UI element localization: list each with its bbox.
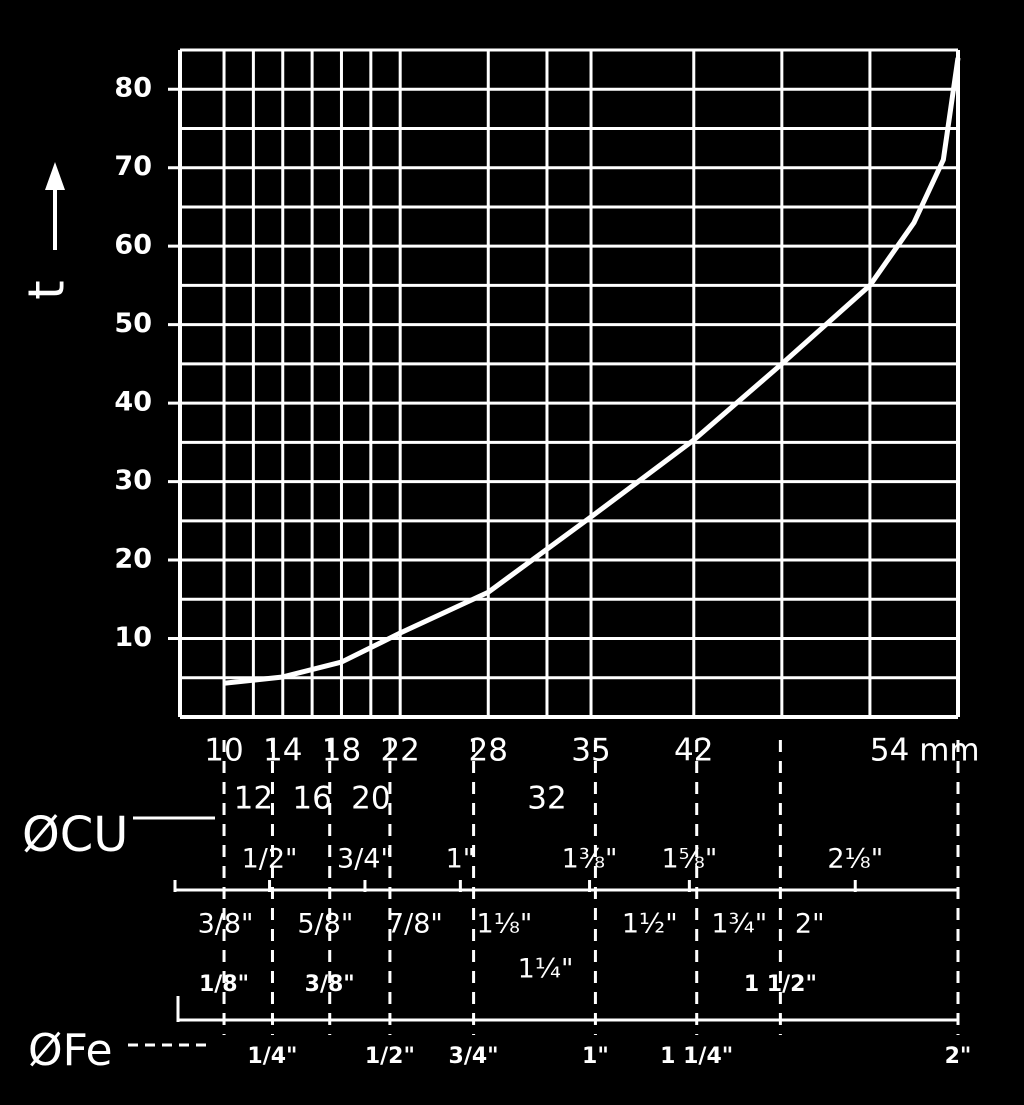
cu-inch-label: 1⅜" — [562, 844, 618, 875]
cu-inch-label: 1/2" — [242, 844, 298, 875]
x-tick-label: 18 — [322, 733, 361, 769]
x-tick-label: 22 — [380, 733, 419, 769]
cu-inch-label: 2⅛" — [827, 844, 883, 875]
x-tick-label: 16 — [292, 781, 331, 817]
y-tick-label: 20 — [114, 544, 152, 575]
y-tick-label: 10 — [114, 622, 152, 653]
y-tick-label: 80 — [114, 73, 152, 104]
curve — [223, 57, 961, 686]
fe-label: 1 1/4" — [660, 1044, 733, 1069]
x-tick-label: 20 — [351, 781, 390, 817]
fe-label: 1/2" — [365, 1044, 415, 1069]
cu-inch-label: 7/8" — [387, 909, 443, 940]
y-axis-label: t — [18, 280, 76, 300]
y-tick-label: 60 — [114, 230, 152, 261]
x-tick-label: 35 — [571, 733, 610, 769]
x-tick-label: 54 mm — [870, 733, 980, 769]
x-tick-label: 14 — [263, 733, 302, 769]
x-tick-label: 42 — [674, 733, 713, 769]
fe-label: 1" — [582, 1044, 609, 1069]
cu-inch-label: 1¼" — [518, 954, 574, 985]
cu-inch-label: 3/4" — [337, 844, 393, 875]
cu-inch-label: 1" — [446, 844, 476, 875]
cu-inch-label: 1¾" — [711, 909, 767, 940]
y-tick-label: 50 — [114, 308, 152, 339]
y-arrow-head — [45, 162, 65, 190]
cu-inch-label: 1⅝" — [661, 844, 717, 875]
cu-inch-label: 1⅛" — [477, 909, 533, 940]
cu-inch-label: 5/8" — [297, 909, 353, 940]
x-tick-label: 32 — [527, 781, 566, 817]
y-tick-label: 40 — [114, 387, 152, 418]
fe-label: 3/4" — [449, 1044, 499, 1069]
fe-label: 2" — [945, 1044, 972, 1069]
x-tick-label: 28 — [469, 733, 508, 769]
y-tick-label: 30 — [114, 465, 152, 496]
y-tick-label: 70 — [114, 151, 152, 182]
fe-label: ØFe — [28, 1025, 113, 1076]
x-tick-label: 12 — [234, 781, 273, 817]
cu-inch-label: 2" — [795, 909, 825, 940]
cu-label: ØCU — [22, 807, 128, 863]
fe-label: 1/4" — [247, 1044, 297, 1069]
cu-inch-label: 1½" — [622, 909, 678, 940]
